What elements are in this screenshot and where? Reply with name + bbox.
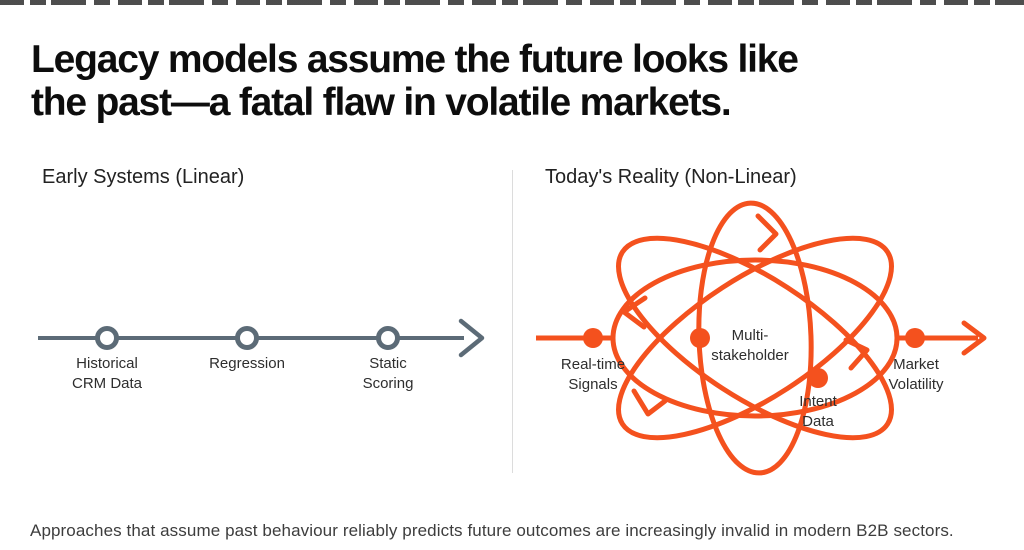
orbit-ellipse [616,235,894,441]
label-line: Historical [76,355,138,372]
orbit-arrowhead-top-icon [755,213,779,253]
page-title-line1: Legacy models assume the future looks li… [31,38,799,81]
page-title-line2: the past—a fatal flaw in volatile market… [31,81,732,124]
orbit-arrowhead-right-icon [843,337,870,371]
label-line: Volatility [888,376,944,393]
timeline-node-historical [95,326,119,350]
label-line: Intent [799,393,837,410]
label-line: Data [802,413,834,430]
label-line: Regression [209,355,285,372]
flow-arrowhead-icon [961,320,987,356]
label-line: Signals [568,376,618,393]
linear-timeline-graphic [38,318,485,358]
label-realtime-signals: Real-time Signals [561,355,625,395]
label-static-scoring: Static Scoring [363,354,414,394]
label-line: Multi- [731,327,769,344]
orbit-ellipse [616,235,894,441]
panel-divider [512,170,513,473]
label-line: Market [893,356,939,373]
dot-market-volatility [905,328,925,348]
footer-caption: Approaches that assume past behaviour re… [30,521,954,540]
timeline-node-static [376,326,400,350]
orbit-arrowhead-bottom-icon [631,388,668,417]
orbit-arrowhead-left-icon [621,295,648,330]
dot-intent-data [808,368,828,388]
timeline-node-regression [235,326,259,350]
timeline-arrowhead-icon [458,318,485,358]
label-multi-stakeholder: Multi- stakeholder [711,326,789,366]
label-regression: Regression [209,354,285,374]
label-historical-crm-data: Historical CRM Data [72,354,142,394]
page-title: Legacy models assume the future looks li… [31,38,971,124]
nonlinear-swirl-graphic [536,200,987,476]
dot-multi-stakeholder [690,328,710,348]
label-line: Real-time [560,356,626,373]
label-line: Static [369,355,407,372]
dot-realtime-signals [583,328,603,348]
left-panel-header: Early Systems (Linear) [42,166,245,188]
label-line: Scoring [362,375,414,392]
cropped-text-artifact [0,0,1024,5]
label-line: stakeholder [711,347,789,364]
label-market-volatility: Market Volatility [888,355,943,395]
right-panel-header: Today's Reality (Non-Linear) [545,166,797,188]
label-line: CRM Data [71,375,143,392]
label-intent-data: Intent Data [799,392,837,432]
